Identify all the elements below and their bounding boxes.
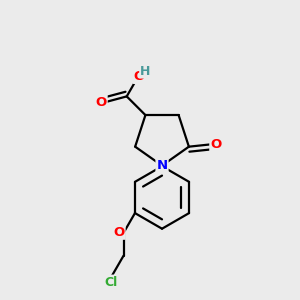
Text: Cl: Cl [104,276,118,289]
Text: N: N [157,159,168,172]
Text: H: H [140,64,151,78]
Text: O: O [210,138,221,151]
Text: O: O [95,95,106,109]
Text: O: O [113,226,124,239]
Text: O: O [134,70,145,83]
